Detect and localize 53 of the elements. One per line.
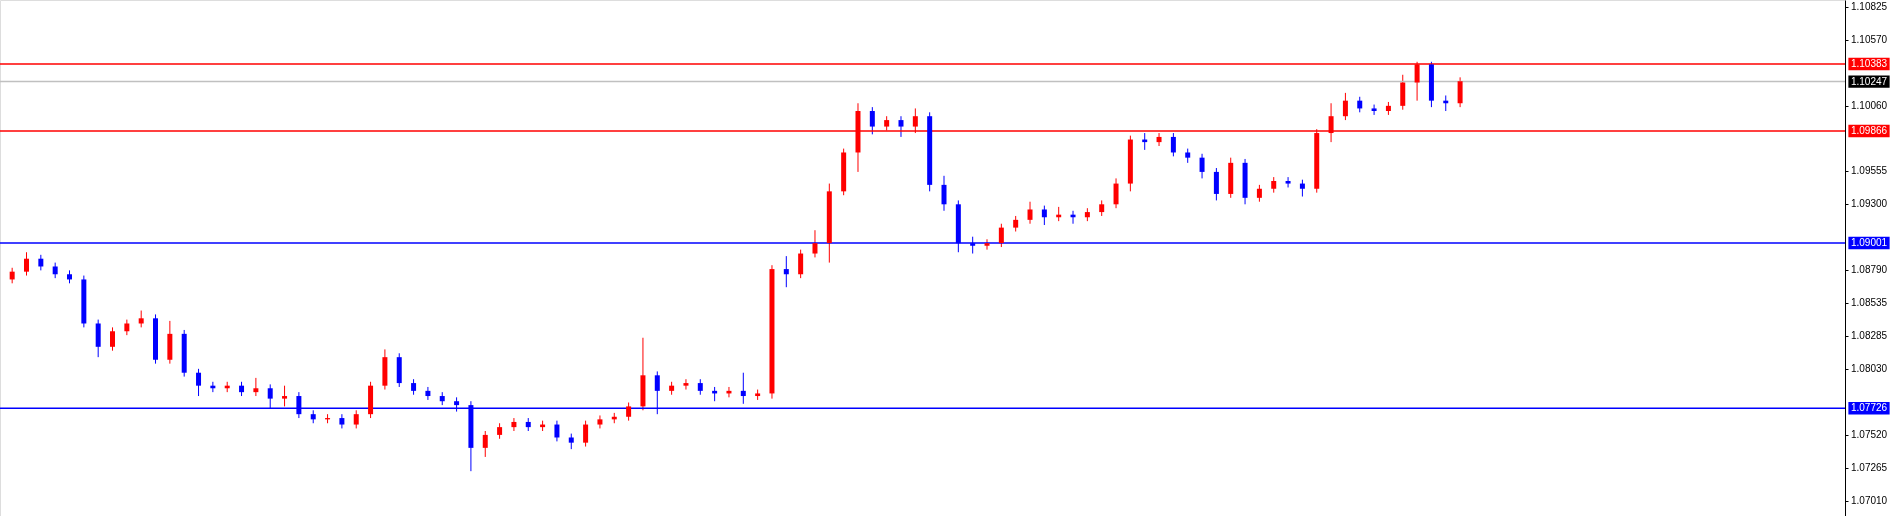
candlestick [482,430,488,458]
candlestick [1199,153,1205,179]
candlestick [511,417,517,432]
ref-line-label: 1.10383 [1850,58,1888,69]
candlestick [984,238,990,251]
candlestick [339,413,345,429]
candlestick [683,378,689,391]
y-tick-label: 1.08535 [1851,297,1888,309]
ref-line-label: 1.10247 [1850,75,1888,87]
candlestick [554,420,560,442]
y-tick-label: 1.10060 [1851,99,1888,111]
candlestick [282,385,288,407]
y-tick-label: 1.08790 [1851,264,1888,276]
candlestick [1285,176,1291,188]
candlestick [24,251,29,277]
candlestick [740,372,746,405]
candlestick [798,249,804,279]
candlestick [253,377,259,397]
y-tick-label: 1.10570 [1851,33,1888,45]
candlestick [812,229,818,258]
candlestick [898,115,904,138]
candlestick [1113,177,1119,209]
candlestick [1400,74,1406,111]
candlestick [1457,76,1463,108]
y-tick-label: 1.08030 [1851,362,1888,374]
candlestick [597,414,603,429]
candlestick [110,326,116,352]
ref-line-label: 1.09001 [1850,237,1888,249]
candlestick [1170,132,1176,157]
y-tick-label: 1.07010 [1851,494,1888,506]
y-tick-label: 1.07520 [1851,428,1888,440]
candlestick [196,368,202,397]
y-tick-label: 1.08285 [1851,329,1888,341]
ref-line-label: 1.07726 [1850,402,1888,414]
candlestick [1041,205,1047,226]
candlestick [583,420,589,448]
ref-line-label: 1.09866 [1850,124,1888,136]
candlestick [783,255,789,288]
candlestick [1371,104,1377,116]
y-tick-label: 1.09300 [1851,198,1888,210]
candlestick [998,223,1004,248]
y-tick-label: 1.09555 [1851,165,1888,177]
candlestick [1213,167,1219,201]
y-tick-label: 1.07265 [1851,461,1888,473]
candlestick [626,402,632,422]
candlestick [95,319,101,358]
candlestick [1342,92,1348,121]
candlestick [869,106,875,135]
candlestick [353,409,359,429]
candlestick [941,175,947,212]
candlestick [425,386,431,401]
candlestick [1027,201,1033,225]
y-tick-label: 1.10825 [1851,0,1888,12]
